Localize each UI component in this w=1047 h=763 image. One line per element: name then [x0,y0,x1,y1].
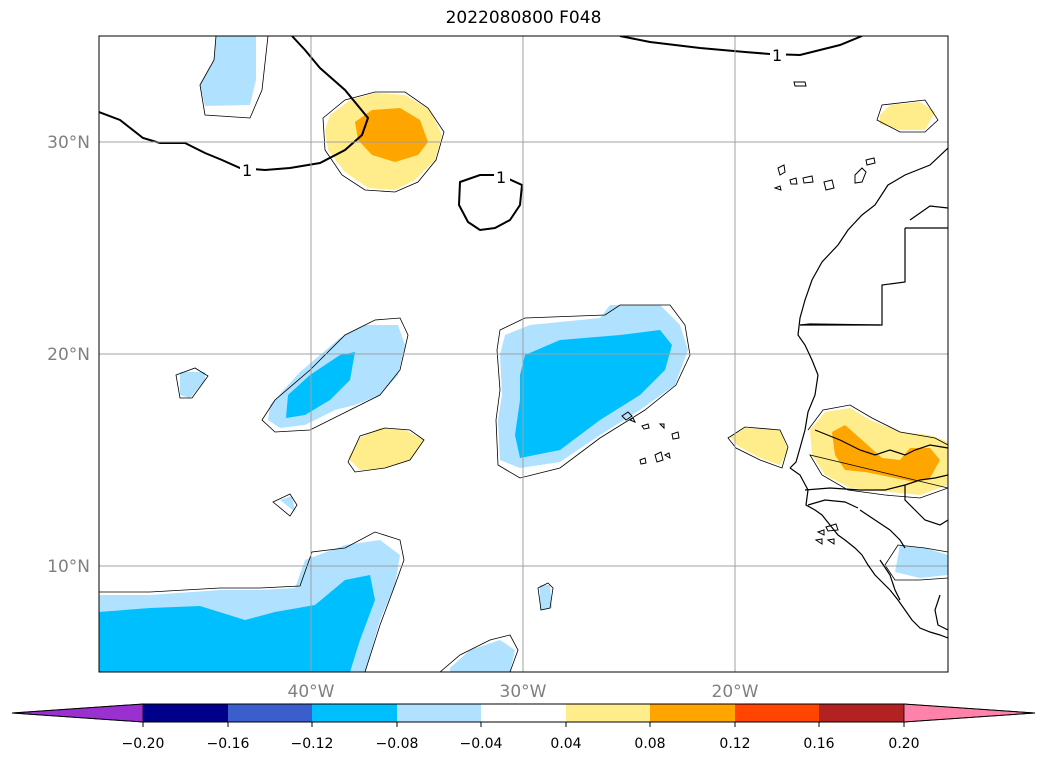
colorbar-bin [566,704,650,722]
positive-anomaly-orange-regions [355,108,940,482]
longitude-labels: 40°W 30°W 20°W [288,682,759,702]
lon-label-40w: 40°W [288,682,335,702]
colorbar-bin [735,704,819,722]
colorbar-tick-label: 0.04 [550,736,581,752]
contour-label-center: 1 [496,168,506,187]
map-title: 2022080800 F048 [445,8,602,28]
islands [621,81,876,545]
contour-label-north: 1 [772,46,782,65]
coastlines [789,147,948,639]
graticule [99,36,948,672]
lat-label-30n: 30°N [47,133,90,153]
colorbar-tick-label: −0.08 [376,736,419,752]
colorbar-tick-label: −0.20 [122,736,165,752]
map-area: 1 1 1 [99,36,948,672]
colorbar-under-arrow [11,703,144,723]
lat-label-10n: 10°N [47,557,90,577]
colorbar-over-arrow [903,703,1036,723]
lon-label-20w: 20°W [712,682,759,702]
lat-label-20n: 20°N [47,345,90,365]
colorbar-tick-labels: −0.20 −0.16 −0.12 −0.08 −0.04 0.04 0.08 … [122,736,920,752]
anomaly-contour-lines [99,36,948,672]
colorbar-bin [650,704,735,722]
colorbar-tick-label: 0.08 [634,736,665,752]
colorbar-tick-label: −0.12 [291,736,334,752]
colorbar-bin [312,704,397,722]
colorbar-bin [819,704,904,722]
contour-label-west: 1 [242,161,252,180]
colorbar: −0.20 −0.16 −0.12 −0.08 −0.04 0.04 0.08 … [11,703,1036,752]
colorbar-tick-label: −0.04 [460,736,503,752]
map-frame [98,35,949,673]
colorbar-ticks [142,722,905,727]
colorbar-tick-label: 0.20 [888,736,919,752]
colorbar-bin [143,704,228,722]
colorbar-bin [228,704,312,722]
latitude-labels: 30°N 20°N 10°N [47,133,90,577]
contour-labels: 1 1 1 [240,44,786,187]
colorbar-tick-label: 0.12 [719,736,750,752]
colorbar-bin [397,704,481,722]
colorbar-tick-label: −0.16 [207,736,250,752]
lon-label-30w: 30°W [500,682,547,702]
colorbar-tick-label: 0.16 [803,736,834,752]
negative-anomaly-medium-regions [99,330,672,672]
colorbar-bin [481,704,566,722]
